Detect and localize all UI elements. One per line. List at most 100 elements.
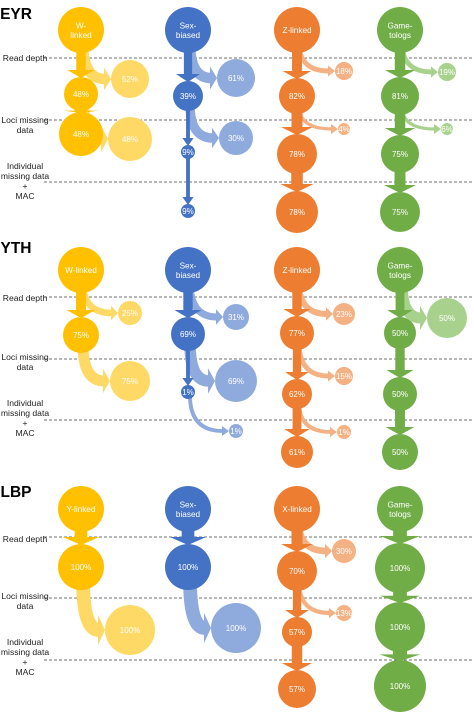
panel-lbp: Read depth Loci missing data Individual miss…	[1, 484, 474, 712]
retained-value: 81%	[392, 92, 408, 101]
retained-arrow	[387, 291, 413, 318]
panel-label: YTH	[1, 240, 32, 257]
removed-arrow-head	[326, 307, 333, 321]
retained-value: 100%	[178, 563, 198, 572]
retained-value: 78%	[289, 150, 305, 159]
removed-node	[338, 123, 350, 135]
retained-value: 100%	[390, 623, 410, 632]
retained-node	[383, 377, 417, 411]
retained-arrow	[174, 291, 202, 318]
removed-node	[219, 121, 253, 155]
retained-arrow	[386, 347, 414, 378]
retained-arrow	[281, 530, 313, 552]
retained-arrow	[182, 349, 194, 386]
retained-value: 100%	[71, 563, 91, 572]
retained-arrow	[66, 291, 96, 318]
retained-arrow	[182, 157, 194, 205]
retained-value: 75%	[73, 331, 89, 340]
removed-value: 31%	[228, 313, 244, 322]
category-label: Z-linked	[282, 26, 312, 35]
retained-node	[181, 385, 195, 399]
category-node	[377, 7, 423, 53]
group-2: Z-linked 82% 78% 78% 18% 4%	[274, 7, 353, 233]
category-label: Game-tologs	[387, 500, 412, 519]
retained-node	[171, 317, 205, 351]
removed-arrow-head	[222, 426, 229, 436]
retained-value: 39%	[180, 92, 196, 101]
removed-arrow-head	[330, 427, 337, 437]
removed-arrow-head	[420, 305, 427, 331]
stage-label-read-depth: Read depth	[3, 53, 48, 63]
retained-arrow	[285, 348, 309, 380]
retained-node	[64, 77, 98, 111]
removed-node	[332, 539, 356, 563]
retained-value: 50%	[392, 390, 408, 399]
category-label: W-linked	[70, 21, 92, 40]
removed-node	[215, 360, 257, 402]
retained-arrow	[67, 51, 95, 78]
retained-arrow	[282, 51, 312, 79]
removed-node	[118, 301, 142, 325]
category-label: Y-linked	[67, 505, 96, 514]
retained-arrow	[281, 645, 313, 671]
group-1: Sex-biased 100% 100%	[165, 486, 261, 653]
category-label: Sex-biased	[176, 21, 201, 40]
removed-arrow-head	[434, 124, 441, 134]
group-1: Sex-biased 39% 9% 9% 61% 30%	[165, 7, 255, 218]
retained-node	[280, 316, 314, 350]
removed-arrow-head	[204, 612, 211, 644]
retained-value: 82%	[289, 92, 305, 101]
removed-arrow-head	[216, 309, 223, 325]
retained-node	[374, 660, 426, 712]
retained-arrow	[380, 530, 420, 544]
retained-value: 77%	[289, 329, 305, 338]
retained-value: 57%	[289, 685, 305, 694]
removed-value: 6%	[441, 125, 453, 134]
retained-arrow	[285, 589, 309, 618]
group-3: Game-tologs 50% 50% 50% 50%	[377, 247, 467, 470]
removed-value: 18%	[336, 67, 352, 76]
category-label: Sex-biased	[176, 500, 201, 519]
retained-value: 1%	[182, 388, 194, 397]
retained-node	[375, 602, 425, 652]
removed-node	[211, 603, 261, 653]
removed-arrow-head	[98, 614, 105, 646]
removed-node	[111, 60, 149, 98]
category-node	[58, 7, 104, 53]
stage-label-individual: Individual missing data + MAC	[1, 161, 49, 201]
removed-arrow-shaft	[188, 395, 224, 433]
removed-value: 30%	[228, 134, 244, 143]
removed-arrow-head	[210, 66, 217, 90]
removed-node	[110, 361, 150, 401]
removed-value: 30%	[336, 547, 352, 556]
group-0: W-linked 75% 25% 75%	[58, 247, 150, 401]
removed-arrow-head	[103, 368, 110, 394]
removed-value: 100%	[226, 624, 246, 633]
retained-value: 48%	[73, 130, 89, 139]
removed-value: 69%	[228, 377, 244, 386]
removed-value: 61%	[228, 74, 244, 83]
panel-yth: Read depth Loci missing data Individual miss…	[1, 240, 474, 470]
retained-arrow	[380, 591, 420, 603]
removed-value: 75%	[122, 377, 138, 386]
removed-value: 1%	[230, 427, 242, 436]
retained-node	[282, 617, 312, 647]
category-label: Game-tologs	[387, 261, 412, 280]
panel-label: EYR	[0, 6, 32, 23]
removed-node	[438, 63, 456, 81]
retained-arrow	[281, 112, 313, 135]
removed-value: 50%	[439, 314, 455, 323]
removed-node	[337, 425, 351, 439]
stage-label-loci: Loci missing data	[1, 352, 49, 372]
stage-label-read-depth: Read depth	[3, 293, 48, 303]
group-0: W-linked 48% 48% 52% 48%	[58, 7, 152, 161]
category-node	[377, 247, 423, 293]
retained-node	[281, 436, 313, 468]
retained-arrow	[379, 650, 421, 661]
removed-value: 15%	[336, 372, 352, 381]
retained-arrow	[384, 51, 416, 78]
retained-value: 48%	[73, 90, 89, 99]
removed-node	[108, 117, 152, 161]
